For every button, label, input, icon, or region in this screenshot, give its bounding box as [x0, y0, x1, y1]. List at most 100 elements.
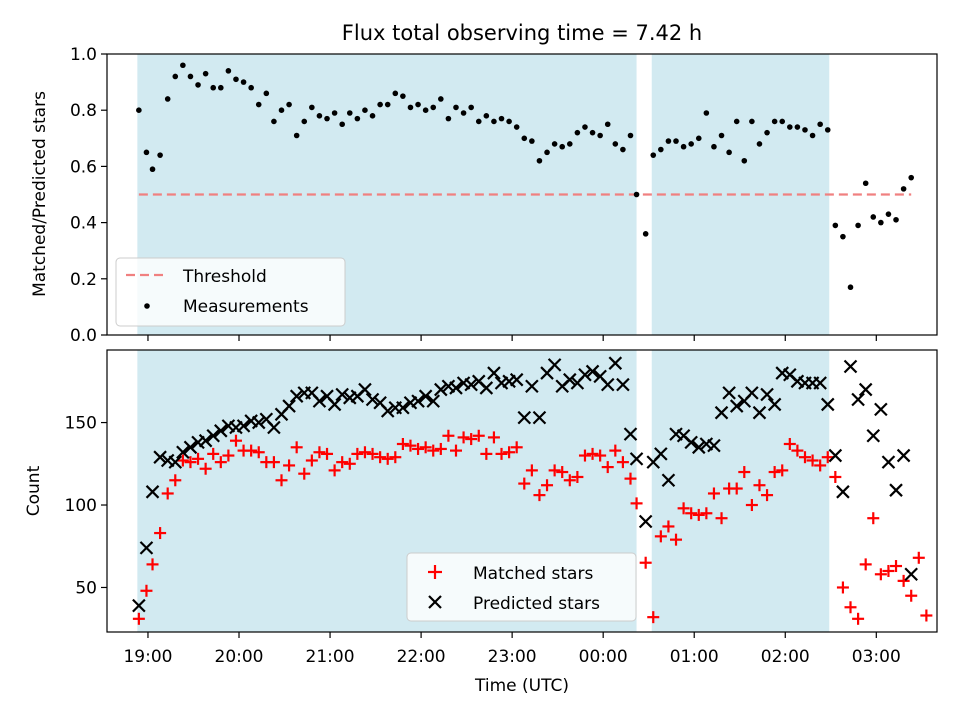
- predicted-star-point: [335, 387, 349, 402]
- matched-star-point: [814, 459, 827, 472]
- predicted-star-point: [881, 455, 896, 469]
- matched-star-point: [207, 447, 220, 460]
- matched-star-point: [624, 472, 637, 485]
- matched-star-point: [154, 527, 167, 540]
- measurement-point: [286, 101, 292, 108]
- matched-star-point: [798, 451, 811, 464]
- predicted-star-point: [525, 379, 539, 394]
- matched-star-point: [427, 444, 440, 457]
- measurement-point: [559, 143, 566, 150]
- matched-star-point: [662, 520, 675, 533]
- matched-star-point: [472, 429, 485, 442]
- x-tick-label: 00:00: [579, 647, 628, 667]
- matched-star-point: [571, 470, 584, 483]
- measurement-point: [726, 149, 732, 156]
- predicted-star-point: [168, 455, 183, 469]
- matched-star-point: [290, 441, 303, 454]
- measurement-point: [324, 115, 330, 122]
- matched-star-point: [852, 612, 865, 625]
- matched-star-point: [275, 474, 288, 487]
- matched-star-point: [730, 482, 743, 495]
- predicted-star-point: [449, 381, 463, 395]
- y-tick-label: 0.4: [70, 214, 97, 234]
- matched-star-point: [844, 601, 857, 614]
- predicted-star-point: [267, 420, 281, 435]
- measurement-point: [407, 104, 414, 111]
- measurement-point: [513, 124, 520, 130]
- predicted-star-point: [358, 382, 372, 397]
- matched-star-point: [192, 452, 205, 465]
- measurement-point: [749, 118, 755, 125]
- predicted-star-point: [517, 410, 532, 425]
- x-tick-label: 02:00: [761, 647, 810, 667]
- matched-star-point: [541, 479, 554, 492]
- predicted-star-point: [623, 427, 638, 441]
- predicted-star-point: [479, 381, 494, 395]
- predicted-star-point: [418, 389, 433, 403]
- matched-star-point: [594, 449, 607, 462]
- matched-star-point: [132, 612, 145, 625]
- y-tick-label: 0.2: [70, 270, 97, 290]
- measurement-point: [893, 216, 899, 223]
- measurement-point: [438, 96, 444, 102]
- predicted-star-point: [820, 397, 835, 412]
- matched-star-point: [776, 464, 789, 477]
- matched-star-point: [920, 609, 933, 622]
- measurement-point: [180, 62, 186, 69]
- ratio-x-ticks: [147, 335, 877, 341]
- matched-star-point: [639, 556, 652, 569]
- x-tick-label: 21:00: [306, 647, 355, 667]
- measurement-point: [711, 143, 717, 150]
- predicted-star-point: [707, 438, 721, 453]
- measurement-point: [627, 132, 634, 139]
- predicted-star-point: [889, 483, 903, 497]
- measurement-point: [878, 219, 884, 226]
- predicted-star-point: [843, 359, 858, 374]
- measurement-point: [771, 118, 778, 125]
- matched-star-point: [503, 446, 516, 459]
- measurement-point: [316, 113, 323, 119]
- measurement-point: [195, 82, 201, 88]
- predicted-star-point: [661, 473, 676, 488]
- matched-star-point: [419, 441, 432, 454]
- predicted-star-point: [866, 428, 881, 443]
- matched-star-point: [601, 461, 614, 474]
- predicted-star-point: [282, 399, 296, 413]
- measurement-point: [633, 191, 640, 198]
- matched-star-point: [586, 447, 599, 460]
- measurement-point: [225, 68, 232, 74]
- matched-star-point: [328, 464, 341, 477]
- matched-star-point: [821, 451, 834, 464]
- matched-star-point: [874, 568, 887, 581]
- predicted-star-point: [813, 376, 827, 390]
- x-tick-label: 20:00: [215, 647, 264, 667]
- measurement-point: [604, 121, 611, 128]
- legend-matched-label: Matched stars: [473, 564, 593, 584]
- matched-star-point: [630, 497, 643, 510]
- measurement-point: [665, 138, 672, 144]
- predicted-star-point: [509, 372, 524, 387]
- matched-stars-series: [132, 429, 933, 625]
- measurement-point: [164, 96, 171, 102]
- measurement-point: [210, 84, 217, 91]
- ratio-y-axis-label: Matched/Predicted stars: [30, 91, 50, 297]
- predicted-star-point: [139, 541, 154, 555]
- measurement-point: [400, 93, 406, 99]
- matched-star-point: [806, 454, 819, 467]
- predicted-star-point: [858, 382, 873, 397]
- matched-star-point: [677, 502, 690, 515]
- matched-star-point: [465, 433, 478, 446]
- measurement-point: [900, 186, 907, 192]
- matched-star-point: [351, 447, 364, 460]
- legend-predicted-swatch: [428, 595, 442, 609]
- measurement-point: [339, 121, 345, 128]
- matched-star-point: [366, 447, 379, 460]
- matched-star-point: [229, 434, 242, 447]
- matched-star-point: [199, 462, 212, 475]
- measurement-point: [885, 211, 892, 217]
- matched-star-point: [836, 581, 849, 594]
- predicted-star-point: [547, 358, 562, 372]
- predicted-star-point: [578, 367, 592, 382]
- predicted-star-point: [426, 394, 441, 408]
- predicted-star-point: [714, 405, 729, 420]
